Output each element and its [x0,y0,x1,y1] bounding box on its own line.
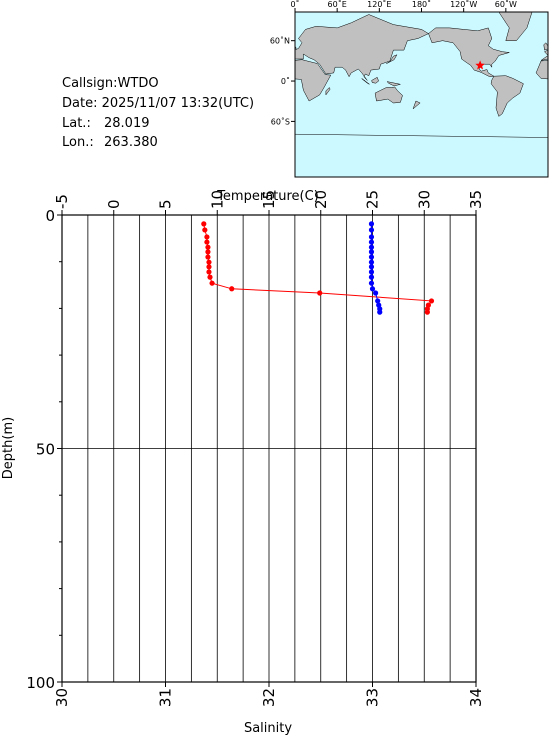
profile-point [428,298,435,304]
lat-label: Lat.: [62,116,91,131]
callsign: Callsign:WTDO [62,76,159,91]
profile-point [373,290,379,296]
profile-point [368,269,375,275]
land-shape [543,42,548,51]
x-tick-label: 30 [53,688,71,707]
profile-point [317,290,323,296]
land-shape [295,14,430,81]
profile-point [368,239,375,245]
map-lon-label: 0˚ [290,0,299,9]
x2-tick-label: 5 [157,199,175,209]
lon: 263.380 [104,135,158,150]
profile-point [368,259,375,265]
profile-point [368,249,375,255]
land-shape [498,12,533,41]
map-lon-label: 180˚ [412,0,431,9]
x2-tick-label: 30 [415,190,433,209]
profile-point [209,280,215,286]
x2-tick-label: -5 [53,194,71,209]
x2-tick-label: 0 [105,199,123,209]
profile-point [205,249,211,255]
land-shape [371,76,379,84]
profile-point [368,274,375,280]
station-marker [475,60,485,70]
x2-tick-label: 25 [364,190,382,209]
land-shape [535,60,548,80]
profile-point [206,269,212,275]
map-lon-label: 60˚W [495,0,517,9]
profile-point [368,280,375,286]
map-lon-label: 60˚E [328,0,347,9]
y-label: Depth(m) [1,417,16,479]
x2-tick-label: 20 [312,190,330,209]
profile-point [205,244,211,250]
x2-label: Temperature(C) [216,189,319,204]
profile-point [368,264,375,270]
x-tick-label: 32 [260,688,278,707]
profile-point [229,286,235,292]
land-shape [490,75,524,117]
x-tick-label: 34 [467,688,485,707]
map-lat-label: 0˚ [281,76,290,86]
profile-point [369,286,376,292]
profile-point [204,234,210,240]
date: Date: 2025/11/07 13:32(UTC) [62,96,254,111]
profile-point [207,274,213,280]
profile-point [202,227,208,233]
profile-point [368,244,375,250]
land [295,12,548,138]
land-shape [386,81,401,87]
land-shape [374,86,403,104]
profile-point [206,259,212,265]
profile-point [368,227,375,233]
profile-point [201,221,207,227]
x2-tick-label: 15 [260,190,278,209]
profile-point [375,298,381,304]
land-shape [295,59,332,102]
x2-tick-label: 10 [208,190,226,209]
profile-point [377,309,383,315]
x-tick-label: 31 [157,688,175,707]
profile-point [424,309,430,315]
lon-label: Lon.: [62,135,94,150]
land-shape [295,133,548,138]
x-tick-label: 33 [364,688,382,707]
x-label: Salinity [244,721,292,736]
lat: 28.019 [104,116,150,131]
profile-line [203,223,433,313]
land-shape [547,134,548,135]
land-shape [361,78,370,85]
profile-point [368,254,375,260]
profile-point [205,254,211,260]
map-lat-label: 60˚N [270,36,290,46]
profile-point [368,234,375,240]
map-lon-label: 120˚W [450,0,477,9]
land-shape [412,100,421,110]
y-tick-label: 50 [36,441,55,459]
map-lon-label: 120˚E [367,0,391,9]
profile-point [206,264,212,270]
map-lat-label: 60˚S [271,116,290,126]
land-shape [325,87,331,96]
y-tick-label: 100 [26,674,55,692]
land-shape [386,54,398,64]
profile-point [368,221,375,227]
profile-point [204,239,210,245]
land-shape [540,49,548,61]
y-tick-label: 0 [45,207,55,225]
x2-tick-label: 35 [467,190,485,209]
map: 0˚ 60˚E 120˚E 180˚ 120˚W 60˚W 60˚N 0˚ 60˚S [270,0,549,178]
